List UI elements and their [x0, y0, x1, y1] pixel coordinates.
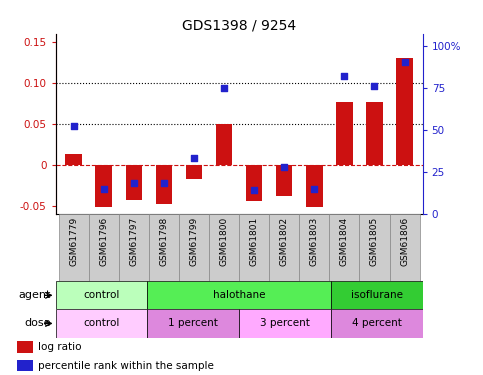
Bar — [389, 214, 420, 281]
Point — [70, 123, 77, 129]
Text: GSM61779: GSM61779 — [69, 217, 78, 266]
Title: GDS1398 / 9254: GDS1398 / 9254 — [182, 19, 296, 33]
Bar — [359, 214, 389, 281]
Text: log ratio: log ratio — [38, 342, 82, 352]
Text: 3 percent: 3 percent — [260, 318, 310, 328]
Bar — [17, 360, 33, 371]
Point — [130, 180, 138, 186]
Text: GSM61800: GSM61800 — [220, 217, 228, 266]
Point — [160, 180, 168, 186]
Text: GSM61806: GSM61806 — [400, 217, 409, 266]
Bar — [239, 309, 331, 338]
Point — [250, 187, 258, 193]
Bar — [89, 214, 119, 281]
Bar — [336, 102, 353, 165]
Bar — [269, 214, 299, 281]
Bar — [17, 341, 33, 352]
Point — [100, 186, 108, 192]
Text: GSM61796: GSM61796 — [99, 217, 108, 266]
Bar — [147, 309, 239, 338]
Text: GSM61802: GSM61802 — [280, 217, 289, 266]
Bar — [147, 281, 331, 309]
Bar — [276, 165, 293, 196]
Bar — [185, 165, 202, 179]
Text: GSM61798: GSM61798 — [159, 217, 169, 266]
Bar — [366, 102, 383, 165]
Text: GSM61797: GSM61797 — [129, 217, 138, 266]
Bar — [306, 165, 323, 207]
Bar — [246, 165, 262, 201]
Bar — [331, 281, 423, 309]
Bar — [179, 214, 209, 281]
Text: GSM61805: GSM61805 — [370, 217, 379, 266]
Text: GSM61801: GSM61801 — [250, 217, 258, 266]
Bar — [149, 214, 179, 281]
Text: GSM61804: GSM61804 — [340, 217, 349, 266]
Text: control: control — [83, 290, 120, 300]
Bar — [239, 214, 269, 281]
Bar — [126, 165, 142, 200]
Point — [190, 155, 198, 161]
Bar — [56, 309, 147, 338]
Bar — [331, 309, 423, 338]
Bar — [156, 165, 172, 204]
Bar — [56, 281, 147, 309]
Bar — [58, 214, 89, 281]
Point — [311, 186, 318, 192]
Text: halothane: halothane — [213, 290, 265, 300]
Bar — [65, 154, 82, 165]
Text: 1 percent: 1 percent — [168, 318, 218, 328]
Text: GSM61799: GSM61799 — [189, 217, 199, 266]
Bar — [119, 214, 149, 281]
Text: dose: dose — [24, 318, 51, 328]
Text: 4 percent: 4 percent — [352, 318, 402, 328]
Bar — [209, 214, 239, 281]
Text: GSM61803: GSM61803 — [310, 217, 319, 266]
Text: isoflurane: isoflurane — [351, 290, 403, 300]
Bar — [396, 58, 413, 165]
Point — [370, 83, 378, 89]
Point — [220, 85, 228, 91]
Point — [401, 59, 409, 65]
Point — [341, 73, 348, 79]
Text: agent: agent — [18, 290, 51, 300]
Point — [280, 164, 288, 170]
Text: control: control — [83, 318, 120, 328]
Bar — [216, 124, 232, 165]
Bar — [299, 214, 329, 281]
Bar — [329, 214, 359, 281]
Text: percentile rank within the sample: percentile rank within the sample — [38, 361, 214, 370]
Bar — [96, 165, 112, 207]
